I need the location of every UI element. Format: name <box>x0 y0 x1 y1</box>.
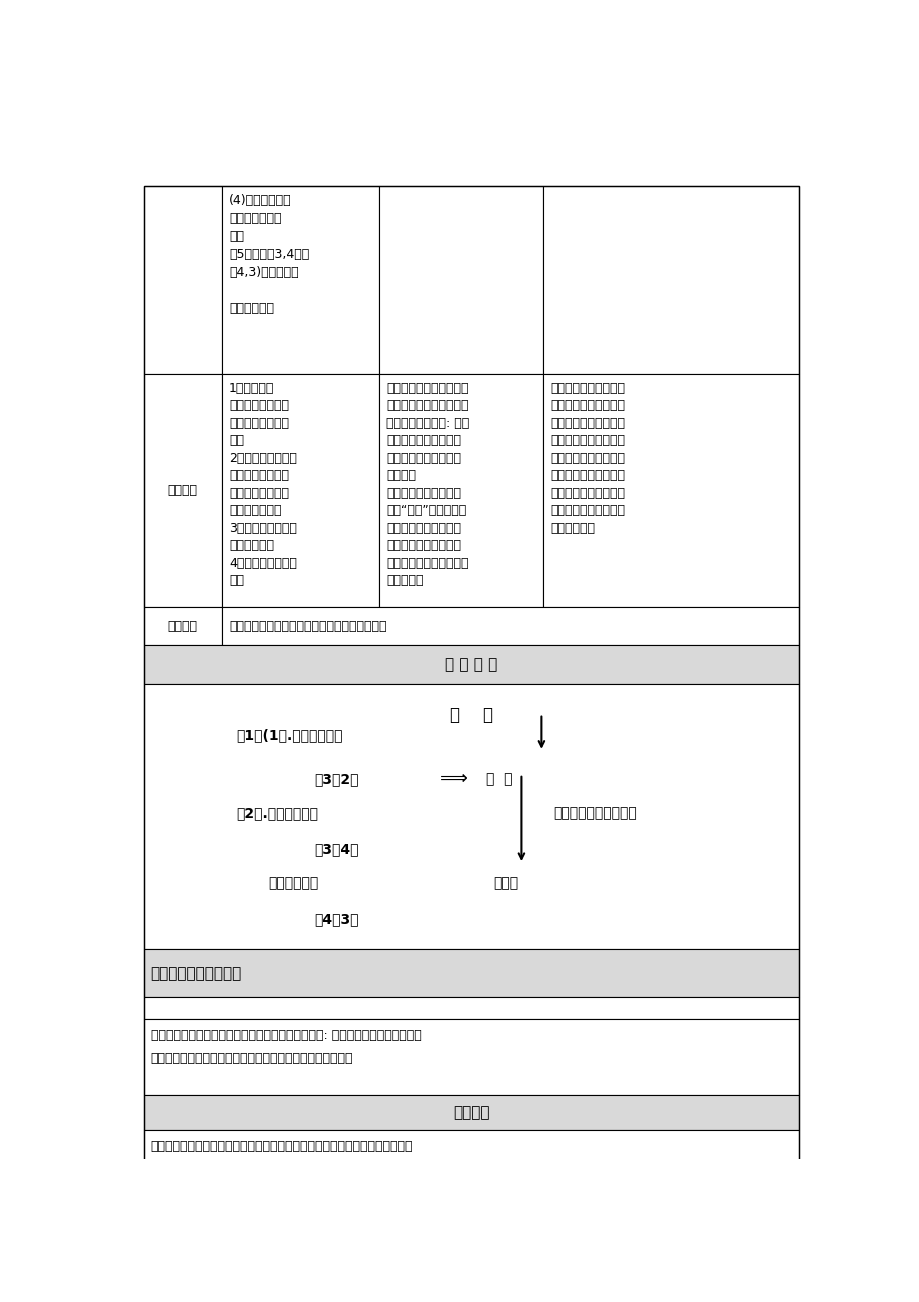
Bar <box>143 646 799 684</box>
Text: 数  对: 数 对 <box>485 772 512 786</box>
Text: （3，2）: （3，2） <box>314 772 358 786</box>
Text: 应用反馈: 应用反馈 <box>167 484 198 497</box>
Text: 位    置: 位 置 <box>449 706 493 724</box>
Bar <box>143 997 799 1019</box>
Text: 学生学习活动评价设计: 学生学习活动评价设计 <box>151 966 242 980</box>
Bar <box>143 374 221 607</box>
Text: 教学反思: 教学反思 <box>453 1104 489 1120</box>
Bar <box>143 186 221 374</box>
Text: 板 书 设 计: 板 书 设 计 <box>445 658 497 672</box>
Bar <box>221 374 379 607</box>
Text: 顺序性: 顺序性 <box>493 876 517 891</box>
Bar <box>221 186 379 374</box>
Text: 反馈练习依然从学
生的实际生活出发，以
游戏的方式完成，学生
兴趣高，参与面广，能
起到巩固所学内容的目
的，同时体会数对在生
活中的广泛应用。培养
学生的实践: 反馈练习依然从学 生的实际生活出发，以 游戏的方式完成，学生 兴趣高，参与面广，… <box>550 381 624 535</box>
Bar <box>143 1130 799 1208</box>
Bar <box>379 374 542 607</box>
Text: （2）.第三列第四行: （2）.第三列第四行 <box>236 806 318 820</box>
Text: 例1：(1）.第三列第二行: 例1：(1）.第三列第二行 <box>236 729 343 742</box>
Text: （4，3）: （4，3） <box>314 913 358 926</box>
Bar <box>143 607 221 646</box>
Text: 这节课我们学习了哪些内容？你还有什么疑感？: 这节课我们学习了哪些内容？你还有什么疑感？ <box>229 620 386 633</box>
Bar <box>143 949 799 997</box>
Text: 鼓励学生积极参与，掌握
用数对表示位置的方法。
在引导学教学重点: 理解
数对的含义，能用数对
来表示具体情景中物体
的位置。
　　教学难点：理解抽
象的“数对: 鼓励学生积极参与，掌握 用数对表示位置的方法。 在引导学教学重点: 理解 数对的… <box>386 381 469 587</box>
Text: （约定列在前行在后）: （约定列在前行在后） <box>553 806 637 820</box>
Bar <box>143 1019 799 1095</box>
Text: ⟹: ⟹ <box>439 768 467 788</box>
Text: 对于学生在本节课的表现，我从以下几方面关注: 学生的精神状态、参与活动
的积极程度、与小组交流合作的情况、成果展示等各个方面。: 对于学生在本节课的表现，我从以下几方面关注: 学生的精神状态、参与活动 的积极程… <box>151 1030 421 1065</box>
Bar <box>542 186 799 374</box>
Text: 1、游戏接龙
　请用数对准确说
出自己在教室的位
置。
2、说说自己所在的
列或行的同学的位
置用数对表示时，
有什么共同点？
3、举例说说数对在
生活中应用？: 1、游戏接龙 请用数对准确说 出自己在教室的位 置。 2、说说自己所在的 列或行… <box>229 381 297 587</box>
Bar <box>379 186 542 374</box>
Text: 在设计本节教程时，力求从学生的生活实际出发，让学生在已有的生活经验
和知识基础上学习，所以用大家熟怈9的看电影或观看演出如何找座位引入新课，: 在设计本节教程时，力求从学生的生活实际出发，让学生在已有的生活经验 和知识基础上… <box>151 1139 421 1176</box>
Text: (4)那么王谐、赵
强的位置如何表
示？
（5）数对（3,4）、
（4,3)有何不同？

　　强调写法: (4)那么王谐、赵 强的位置如何表 示？ （5）数对（3,4）、 （4,3)有何… <box>229 194 309 315</box>
Bar <box>143 684 799 949</box>
Bar <box>221 607 799 646</box>
Text: 第四列第三行: 第四列第三行 <box>268 876 318 891</box>
Text: （3，4）: （3，4） <box>314 842 358 855</box>
Bar <box>542 374 799 607</box>
Text: 课堂小结: 课堂小结 <box>167 620 198 633</box>
Bar <box>143 1095 799 1130</box>
